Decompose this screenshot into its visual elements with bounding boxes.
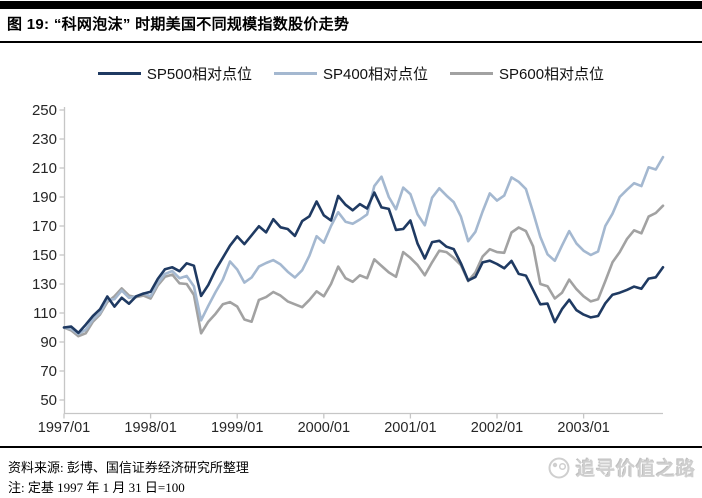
x-tick-label: 2000/01 <box>298 420 350 436</box>
watermark-logo-icon <box>548 457 570 478</box>
plot-lines <box>62 155 665 338</box>
x-tick-label: 1999/01 <box>211 420 263 436</box>
x-tick-label: 1997/01 <box>38 420 90 436</box>
x-tick-label: 2001/01 <box>384 420 436 436</box>
top-black-bar <box>0 1 702 9</box>
y-tick-label: 50 <box>40 392 57 409</box>
y-tick-label: 110 <box>33 305 57 322</box>
y-axis-ticks: 50 70 90 110 130 150 170 190 210 230 250 <box>32 102 65 409</box>
legend-line-swatch-sp500 <box>97 72 141 75</box>
legend-label-sp400: SP400相对点位 <box>322 66 429 83</box>
y-tick-label: 250 <box>32 102 57 119</box>
legend-label-sp600: SP600相对点位 <box>499 66 605 83</box>
legend-item-sp500[interactable]: SP500相对点位 <box>97 63 252 84</box>
legend-label-sp500: SP500相对点位 <box>146 66 252 83</box>
x-tick-label: 1998/01 <box>124 420 176 436</box>
watermark-text: 追寻价值之路 <box>575 459 696 480</box>
y-tick-label: 230 <box>32 131 57 148</box>
series-line-sp400 <box>62 155 665 336</box>
figure-title: 图 19: “科网泡沫” 时期美国不同规模指数股价走势 <box>7 16 350 33</box>
x-tick-label: 2002/01 <box>471 420 523 436</box>
y-tick-label: 170 <box>32 218 57 235</box>
y-tick-label: 150 <box>32 247 57 264</box>
x-tick-label: 2003/01 <box>557 420 609 436</box>
watermark: 追寻价值之路 <box>547 454 696 481</box>
legend-item-sp400[interactable]: SP400相对点位 <box>273 63 429 84</box>
series-line-sp600 <box>62 204 665 338</box>
y-tick-label: 90 <box>40 334 57 351</box>
series-line-sp500 <box>62 191 665 335</box>
y-tick-label: 70 <box>40 363 57 380</box>
title-divider <box>0 41 702 43</box>
footer-divider <box>0 446 702 448</box>
y-tick-label: 210 <box>32 160 57 177</box>
legend-line-swatch-sp600 <box>450 72 494 75</box>
legend-line-swatch-sp400 <box>273 72 317 75</box>
y-tick-label: 130 <box>32 276 57 293</box>
x-axis-ticks: 1997/01 1998/01 1999/01 2000/01 2001/01 2002/… <box>38 413 610 436</box>
y-tick-label: 190 <box>32 189 57 206</box>
axes <box>63 107 663 415</box>
base-note: 注: 定基 1997 年 1 月 31 日=100 <box>8 480 185 495</box>
chart-legend: SP500相对点位 SP400相对点位 SP600相对点位 <box>0 63 702 84</box>
source-note: 资料来源: 彭博、国信证券经济研究所整理 <box>8 460 249 475</box>
legend-item-sp600[interactable]: SP600相对点位 <box>450 63 604 84</box>
